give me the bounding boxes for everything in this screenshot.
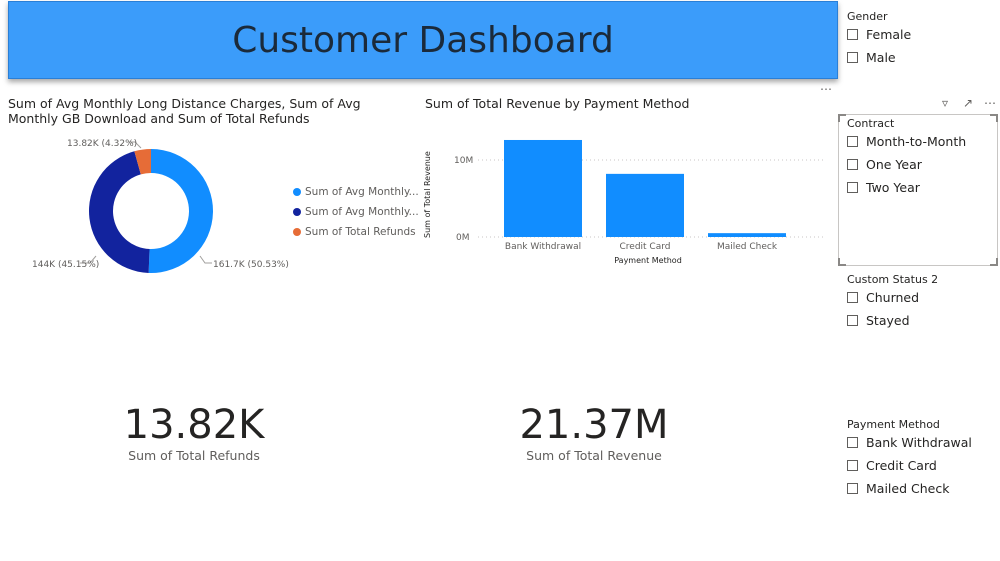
bar-chart: Sum of Total Revenue 0M 10M Bank Withdra… xyxy=(423,139,823,265)
donut-slice-refunds[interactable] xyxy=(134,149,151,175)
legend-marker xyxy=(293,208,301,216)
slicer-item-stayed[interactable]: Stayed xyxy=(847,309,938,332)
dashboard-title: Customer Dashboard xyxy=(232,19,614,61)
x-tick-label: Bank Withdrawal xyxy=(505,242,581,252)
y-tick-label: 10M xyxy=(454,156,473,166)
legend-label: Sum of Avg Monthly... xyxy=(305,206,419,218)
x-tick-label: Credit Card xyxy=(620,242,671,252)
bar-bank-withdrawal[interactable] xyxy=(504,139,582,237)
slicer-item-one-year[interactable]: One Year xyxy=(847,153,966,176)
leader-line xyxy=(128,141,142,149)
slicer-item-mailed-check[interactable]: Mailed Check xyxy=(847,477,972,500)
slicer-item-two-year[interactable]: Two Year xyxy=(847,176,966,199)
donut-chart: 13.82K (4.32%) 144K (45.15%) 161.7K (50.… xyxy=(32,139,289,273)
slicer-title: Payment Method xyxy=(847,418,940,431)
checkbox[interactable] xyxy=(847,29,858,40)
checkbox[interactable] xyxy=(847,315,858,326)
data-label-gb-download: 144K (45.15%) xyxy=(32,260,99,270)
slicer-contract: Contract Month-to-Month One Year Two Yea… xyxy=(847,117,966,199)
legend-marker xyxy=(293,228,301,236)
legend-item[interactable]: Sum of Avg Monthly... xyxy=(293,202,419,222)
slicer-title: Gender xyxy=(847,10,888,23)
data-label-refunds: 13.82K (4.32%) xyxy=(67,139,137,149)
checkbox[interactable] xyxy=(847,292,858,303)
slicer-custom-status: Custom Status 2 Churned Stayed xyxy=(847,273,938,332)
checkbox[interactable] xyxy=(847,159,858,170)
leader-line xyxy=(199,255,212,264)
legend-item[interactable]: Sum of Avg Monthly... xyxy=(293,182,419,202)
y-axis-title: Sum of Total Revenue xyxy=(423,151,432,238)
slicer-title: Custom Status 2 xyxy=(847,273,939,286)
checkbox[interactable] xyxy=(847,52,858,63)
donut-slice-gb-download[interactable] xyxy=(88,151,150,273)
slicer-payment-method: Payment Method Bank Withdrawal Credit Ca… xyxy=(847,418,972,500)
more-options-icon[interactable]: ⋯ xyxy=(984,96,997,110)
checkbox[interactable] xyxy=(847,437,858,448)
checkbox[interactable] xyxy=(847,483,858,494)
legend-item[interactable]: Sum of Total Refunds xyxy=(293,222,419,242)
kpi-card-revenue: 21.37M Sum of Total Revenue xyxy=(484,402,704,463)
kpi-card-refunds: 13.82K Sum of Total Refunds xyxy=(84,402,304,463)
slicer-gender: Gender Female Male xyxy=(847,10,911,69)
legend-marker xyxy=(293,188,301,196)
legend-label: Sum of Avg Monthly... xyxy=(305,186,419,198)
focus-mode-icon[interactable]: ↗ xyxy=(963,96,974,110)
bar-mailed-check[interactable] xyxy=(708,233,786,237)
bar-credit-card[interactable] xyxy=(606,173,684,237)
data-label-long-distance: 161.7K (50.53%) xyxy=(213,260,289,270)
kpi-label: Sum of Total Refunds xyxy=(128,448,260,463)
bars: Bank Withdrawal Credit Card Mailed Check xyxy=(504,139,786,252)
checkbox[interactable] xyxy=(847,136,858,147)
checkbox[interactable] xyxy=(847,460,858,471)
legend-label: Sum of Total Refunds xyxy=(305,226,416,238)
donut-chart-title: Sum of Avg Monthly Long Distance Charges… xyxy=(8,96,361,126)
bar-chart-title: Sum of Total Revenue by Payment Method xyxy=(425,96,690,111)
x-axis-title: Payment Method xyxy=(614,256,682,265)
slicer-item-bank-withdrawal[interactable]: Bank Withdrawal xyxy=(847,431,972,454)
filter-icon[interactable]: ▿ xyxy=(942,96,949,110)
more-options-icon[interactable]: ⋯ xyxy=(820,82,833,96)
slicer-item-credit-card[interactable]: Credit Card xyxy=(847,454,972,477)
donut-slices xyxy=(88,149,213,273)
title-banner: Customer Dashboard xyxy=(8,1,838,79)
donut-legend: Sum of Avg Monthly... Sum of Avg Monthly… xyxy=(293,182,419,242)
slicer-contract-frame[interactable] xyxy=(838,114,998,266)
slicer-item-male[interactable]: Male xyxy=(847,46,911,69)
donut-slice-long-distance[interactable] xyxy=(148,149,213,273)
y-tick-label: 0M xyxy=(456,233,470,243)
kpi-value: 13.82K xyxy=(123,402,265,448)
x-tick-label: Mailed Check xyxy=(717,242,778,252)
slicer-item-female[interactable]: Female xyxy=(847,23,911,46)
slicer-item-churned[interactable]: Churned xyxy=(847,286,938,309)
checkbox[interactable] xyxy=(847,182,858,193)
kpi-label: Sum of Total Revenue xyxy=(526,448,662,463)
slicer-item-month-to-month[interactable]: Month-to-Month xyxy=(847,130,966,153)
slicer-title: Contract xyxy=(847,117,895,130)
kpi-value: 21.37M xyxy=(519,402,669,448)
leader-line xyxy=(80,255,97,264)
